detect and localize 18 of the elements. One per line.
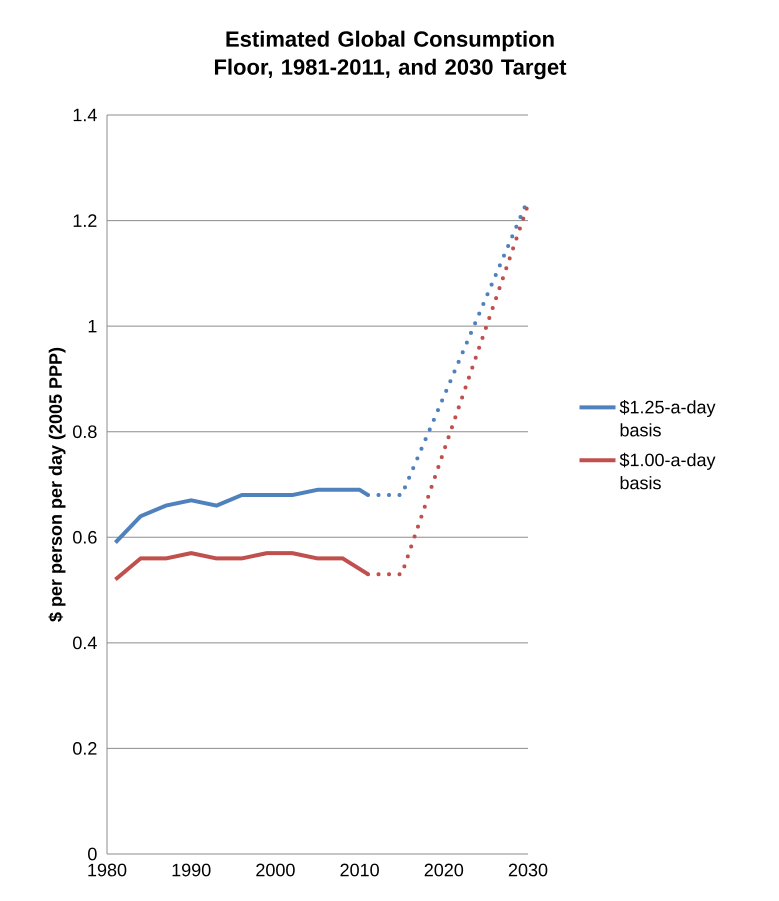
- legend-label: $1.00-a-day basis: [620, 452, 716, 490]
- legend-label: $1.25-a-day basis: [620, 400, 716, 436]
- x-tick-label: 2000: [256, 864, 295, 876]
- x-tick-label: 1980: [88, 864, 126, 876]
- y-axis-title: $ per person per day (2005 PPP): [48, 348, 66, 622]
- y-tick-label: 1.2: [74, 214, 96, 227]
- x-tick-label: 1990: [172, 864, 211, 876]
- y-tick-label: 0.6: [73, 530, 97, 544]
- y-tick-label: 1.4: [74, 108, 97, 122]
- chart-title: Estimated Global Consumption Floor, 1981-2011, and 2030 Target: [214, 30, 566, 80]
- x-tick-label: 2020: [424, 864, 464, 876]
- x-tick-label: 2010: [340, 864, 379, 876]
- y-tick-label: 0: [88, 848, 97, 860]
- y-tick-label: 1: [88, 320, 96, 332]
- x-tick-label: 2030: [508, 864, 548, 876]
- y-tick-label: 0.2: [73, 742, 96, 755]
- y-tick-label: 0.8: [73, 425, 97, 438]
- y-tick-label: 0.4: [73, 636, 97, 650]
